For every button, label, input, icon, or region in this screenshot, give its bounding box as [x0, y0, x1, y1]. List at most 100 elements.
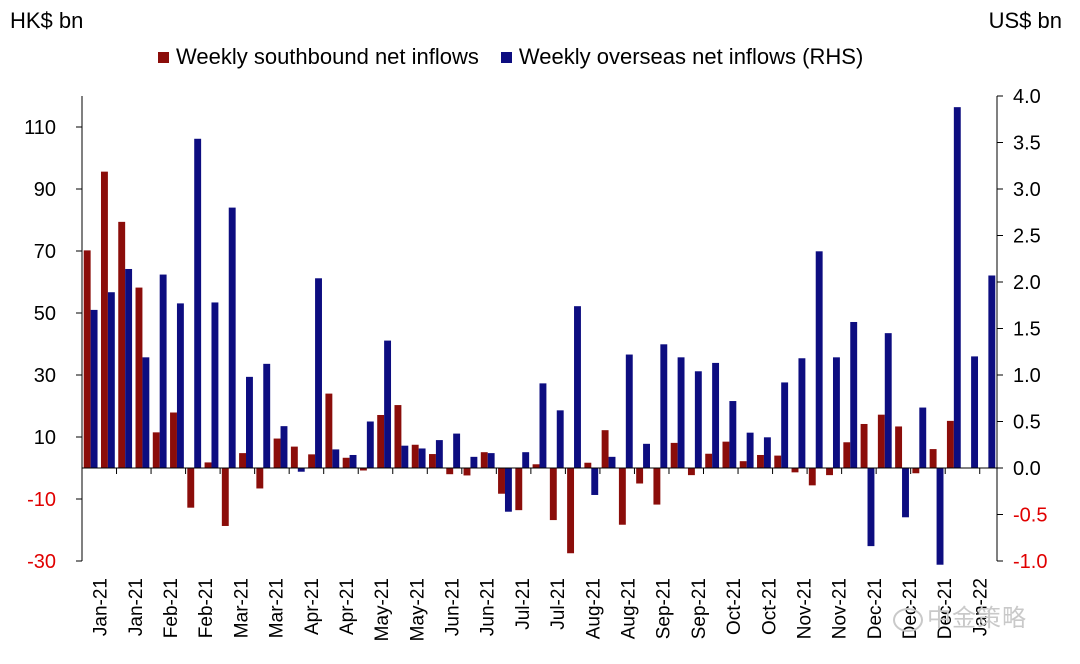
overseas-bar — [435, 440, 443, 468]
legend-swatch-overseas — [500, 51, 512, 63]
overseas-bar — [504, 468, 512, 512]
overseas-bar — [936, 468, 944, 565]
overseas-bar — [884, 333, 892, 468]
overseas-bar — [867, 468, 875, 547]
x-tick-label: Jul-21 — [513, 578, 534, 630]
southbound-bar — [808, 468, 816, 486]
x-tick-label: Oct-21 — [724, 578, 745, 635]
southbound-bar — [290, 446, 298, 468]
x-tick-label: May-21 — [372, 578, 393, 641]
x-tick-label: Jun-21 — [443, 578, 464, 636]
x-tick-label: Nov-21 — [830, 578, 851, 639]
southbound-bar — [239, 453, 247, 468]
x-tick-label: Mar-21 — [267, 578, 288, 638]
left-tick-label: 10 — [34, 427, 56, 449]
overseas-bar — [850, 321, 858, 468]
southbound-bar — [687, 468, 695, 476]
legend-label-southbound: Weekly southbound net inflows — [176, 44, 479, 69]
x-tick-label: Nov-21 — [794, 578, 815, 639]
right-tick-label: 0.0 — [1013, 458, 1041, 480]
southbound-bar — [411, 444, 419, 468]
southbound-bar — [187, 468, 195, 508]
overseas-bar — [608, 456, 616, 468]
right-tick-label: 2.0 — [1013, 272, 1041, 294]
wechat-icon — [893, 607, 923, 632]
x-tick-label: Feb-21 — [161, 578, 182, 638]
legend-label-overseas: Weekly overseas net inflows (RHS) — [518, 44, 864, 69]
southbound-bar — [946, 420, 954, 468]
left-axis-unit: HK$ bn — [10, 8, 84, 33]
overseas-bar — [574, 306, 581, 468]
southbound-bar — [135, 287, 143, 468]
right-tick-label: 2.5 — [1013, 226, 1041, 248]
overseas-bar — [763, 437, 771, 468]
southbound-bar — [515, 468, 523, 511]
overseas-bar — [832, 357, 840, 468]
overseas-bar — [660, 344, 668, 468]
southbound-bar — [843, 442, 851, 468]
x-tick-label: Jan-21 — [91, 578, 112, 636]
overseas-bar — [988, 275, 996, 468]
southbound-bar — [394, 405, 402, 468]
southbound-bar — [83, 250, 91, 468]
x-tick-label: Dec-21 — [865, 578, 886, 639]
legend-swatch-southbound — [158, 51, 169, 63]
southbound-bar — [912, 468, 920, 474]
southbound-bar — [359, 468, 367, 471]
overseas-bar — [418, 448, 426, 468]
overseas-bar — [746, 432, 754, 468]
overseas-bar — [798, 358, 806, 468]
overseas-bar — [125, 268, 133, 468]
overseas-bar — [694, 371, 702, 468]
southbound-bar — [739, 461, 747, 468]
southbound-bar — [532, 464, 540, 468]
southbound-bar — [705, 453, 713, 468]
overseas-bar — [902, 468, 909, 518]
left-tick-label: -30 — [27, 551, 56, 573]
x-tick-label: Sep-21 — [689, 578, 710, 639]
left-tick-label: 70 — [34, 241, 56, 263]
left-tick-label: 50 — [34, 303, 56, 325]
southbound-bar — [895, 426, 903, 468]
southbound-bar — [463, 468, 471, 476]
legend-item-overseas: Weekly overseas net inflows (RHS) — [500, 44, 864, 70]
right-tick-label: 0.5 — [1013, 412, 1041, 434]
overseas-bar — [712, 362, 720, 468]
watermark-text: 中金策略 — [927, 605, 1027, 632]
southbound-bar — [308, 454, 316, 468]
southbound-bar — [877, 414, 885, 468]
southbound-bar — [636, 468, 644, 484]
southbound-bar — [567, 468, 575, 554]
x-tick-label: Jan-22 — [970, 578, 991, 636]
x-tick-label: Apr-21 — [302, 578, 323, 635]
southbound-bar — [256, 468, 264, 489]
overseas-bar — [487, 453, 495, 468]
overseas-bar — [228, 207, 236, 468]
x-tick-label: May-21 — [407, 578, 428, 641]
left-tick-label: 90 — [34, 179, 56, 201]
overseas-bar — [194, 138, 202, 468]
southbound-bar — [429, 454, 436, 468]
legend-item-southbound: Weekly southbound net inflows — [158, 44, 479, 70]
southbound-bar — [791, 468, 799, 473]
overseas-bar — [280, 426, 288, 468]
overseas-bar — [453, 433, 461, 468]
southbound-bar — [118, 221, 126, 468]
overseas-bar — [332, 449, 340, 468]
overseas-bar — [919, 407, 927, 468]
overseas-bar — [366, 421, 374, 468]
overseas-bar — [953, 107, 961, 468]
southbound-bar — [377, 414, 385, 468]
overseas-bar — [246, 376, 253, 468]
x-tick-label: Dec-21 — [935, 578, 956, 639]
overseas-bar — [522, 452, 530, 468]
southbound-bar — [929, 449, 937, 468]
overseas-bar — [90, 309, 98, 468]
overseas-bar — [315, 278, 322, 468]
right-tick-label: 1.0 — [1013, 365, 1041, 387]
southbound-bar — [498, 468, 505, 494]
overseas-bar — [643, 443, 650, 468]
overseas-bar — [107, 292, 115, 468]
southbound-bar — [774, 455, 782, 468]
